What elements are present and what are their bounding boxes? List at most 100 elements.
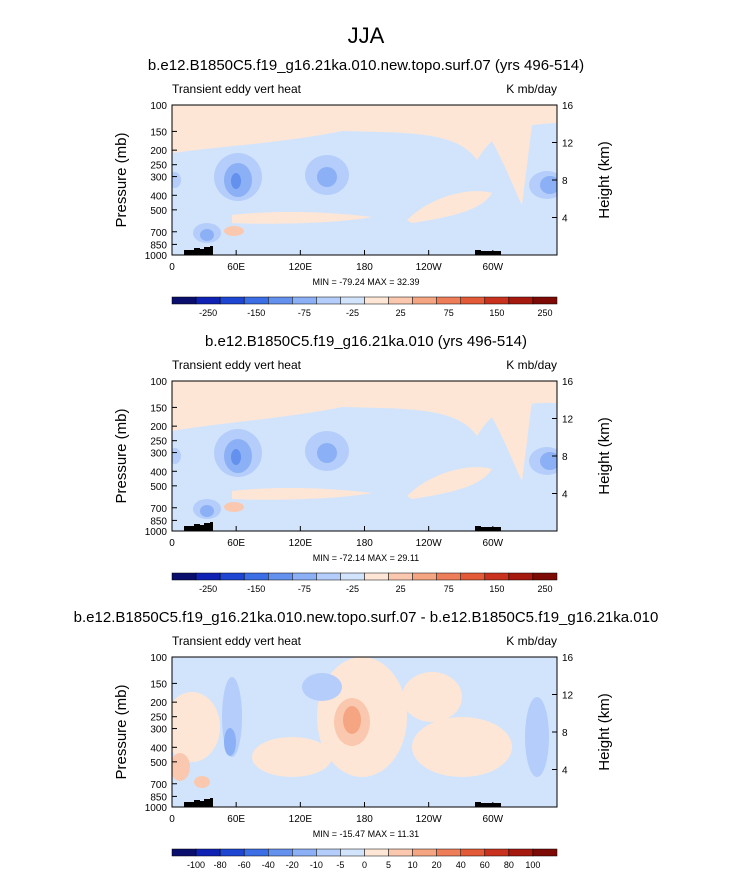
colorbar-label: 75 [444, 308, 454, 318]
y2-tick-label: 12 [562, 691, 574, 702]
topography-mask [204, 523, 210, 531]
warm-tongue [482, 125, 532, 205]
contour-region [317, 443, 337, 463]
lower-warm-band [232, 211, 372, 224]
x-tick-label: 60W [483, 262, 504, 273]
colorbar-label: -250 [199, 584, 217, 594]
y2-tick-label: 12 [562, 415, 574, 426]
colorbar-swatch [171, 296, 197, 305]
topography-mask [475, 526, 481, 531]
colorbar-label: -75 [298, 584, 311, 594]
colorbar-swatch [508, 296, 534, 305]
upper-warm-region [172, 381, 557, 436]
colorbar-label: -150 [247, 584, 265, 594]
y-tick-label: 850 [150, 240, 167, 251]
colorbar-label: -5 [336, 860, 344, 870]
contour-field [172, 381, 557, 531]
x-tick-label: 180 [356, 262, 373, 273]
x-tick-label: 60E [227, 814, 245, 825]
y2-tick-label: 12 [562, 139, 574, 150]
x-tick-label: 120W [416, 814, 443, 825]
topography-mask [210, 798, 213, 807]
x-tick-label: 180 [356, 814, 373, 825]
y-axis-title: Pressure (mb) [113, 408, 130, 503]
y2-tick-label: 8 [562, 728, 568, 739]
colorbar-label: 60 [480, 860, 490, 870]
colorbar-swatch [388, 572, 413, 581]
y-tick-label: 250 [150, 713, 167, 724]
topography-mask [204, 799, 210, 807]
contour-region [252, 737, 332, 777]
contour-region [172, 692, 220, 762]
colorbar-swatch [532, 572, 558, 581]
colorbar-swatch [412, 848, 437, 857]
colorbar-swatch [340, 296, 365, 305]
colorbar-label: -40 [262, 860, 275, 870]
y2-tick-label: 4 [562, 766, 568, 777]
colorbar-swatch [292, 848, 317, 857]
contour-region [231, 173, 241, 189]
colorbar-label: 40 [456, 860, 466, 870]
topography-mask [210, 246, 213, 255]
colorbar-swatch [340, 572, 365, 581]
colorbar-swatch [268, 848, 293, 857]
topography-mask [481, 527, 501, 531]
y-axis-title: Pressure (mb) [113, 684, 130, 779]
colorbar-label: 25 [396, 308, 406, 318]
subtropical-warm-region [407, 191, 492, 223]
y2-tick-label: 16 [562, 377, 574, 388]
y-tick-label: 200 [150, 146, 167, 157]
topography-mask [200, 249, 204, 255]
colorbar-label: 75 [444, 584, 454, 594]
y-tick-label: 300 [150, 173, 167, 184]
colorbar-swatch [484, 572, 510, 581]
colorbar-swatch [171, 572, 197, 581]
y-tick-label: 700 [150, 228, 167, 239]
y2-axis-title: Height (km) [596, 141, 613, 219]
y-tick-label: 250 [150, 437, 167, 448]
y-tick-label: 400 [150, 191, 167, 202]
panel-left-label: Transient eddy vert heat [172, 358, 302, 372]
y-tick-label: 300 [150, 449, 167, 460]
y-tick-label: 300 [150, 725, 167, 736]
topography-mask [481, 251, 501, 255]
contour-region [200, 505, 214, 517]
contour-region [317, 167, 337, 187]
contour-region [224, 226, 244, 236]
topography-mask [475, 250, 481, 255]
contour-region [172, 448, 181, 464]
y2-axis-title: Height (km) [596, 693, 613, 771]
colorbar-swatch [219, 848, 245, 857]
y-tick-label: 500 [150, 206, 167, 217]
x-tick-label: 120E [289, 814, 313, 825]
contour-field [172, 657, 557, 807]
colorbar-swatch [460, 848, 486, 857]
colorbar-label: 5 [386, 860, 391, 870]
colorbar-swatch [219, 296, 245, 305]
chart-panel-3: b.e12.B1850C5.f19_g16.21ka.010.new.topo.… [74, 609, 659, 870]
x-tick-label: 180 [356, 538, 373, 549]
colorbar-swatch [436, 296, 461, 305]
colorbar-swatch [243, 848, 269, 857]
x-tick-label: 120E [289, 262, 313, 273]
y-tick-label: 250 [150, 161, 167, 172]
colorbar-label: -100 [187, 860, 205, 870]
y2-tick-label: 16 [562, 101, 574, 112]
y2-tick-label: 16 [562, 653, 574, 664]
topography-mask [204, 247, 210, 255]
min-max-stats: MIN = -79.24 MAX = 32.39 [312, 277, 419, 287]
colorbar-swatch [292, 572, 317, 581]
colorbar-swatch [484, 296, 510, 305]
colorbar-label: 150 [489, 584, 504, 594]
x-tick-label: 60E [227, 262, 245, 273]
contour-region [200, 229, 214, 241]
colorbar-swatch [364, 848, 389, 857]
colorbar-swatch [171, 848, 197, 857]
topography-mask [475, 802, 481, 807]
y-tick-label: 1000 [145, 527, 168, 538]
colorbar-swatch [243, 572, 269, 581]
y2-axis-title: Height (km) [596, 417, 613, 495]
colorbar-swatch [364, 572, 389, 581]
colorbar-swatch [340, 848, 365, 857]
